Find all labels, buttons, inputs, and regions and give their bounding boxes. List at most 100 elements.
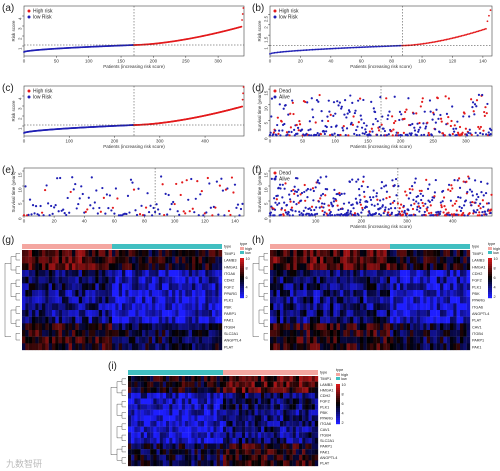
heatmap-cell: [159, 376, 163, 382]
heatmap-cell: [313, 256, 317, 264]
data-point: [99, 210, 102, 213]
heatmap-cell: [350, 330, 354, 337]
data-point: [404, 110, 407, 114]
heatmap-cell: [197, 387, 201, 394]
heatmap-cell: [55, 263, 59, 271]
heatmap-cell: [229, 437, 233, 444]
heatmap-cell: [242, 449, 246, 455]
heatmap-cell: [182, 310, 186, 317]
heatmap-cell: [302, 381, 306, 388]
type-bar-high: [22, 244, 112, 249]
heatmap-cell: [72, 290, 76, 297]
heatmap-cell: [105, 336, 109, 344]
heatmap-cell: [340, 283, 344, 291]
data-point: [334, 112, 337, 115]
heatmap-cell: [235, 376, 239, 382]
heatmap-cell: [65, 336, 69, 344]
heatmap-cell: [254, 454, 258, 461]
heatmap-cell: [140, 409, 144, 416]
legend-marker-high: [27, 89, 31, 93]
heatmap-cell: [423, 296, 427, 304]
heatmap-cell: [165, 310, 169, 317]
heatmap-cell: [131, 376, 135, 382]
data-point: [78, 197, 81, 200]
data-point: [299, 199, 303, 202]
scale-step: [488, 262, 492, 265]
data-point: [317, 134, 321, 137]
data-point: [343, 192, 346, 195]
heatmap-cell: [313, 316, 317, 324]
heatmap-cell: [128, 449, 132, 455]
heatmap-cell: [276, 343, 281, 351]
heatmap-cell: [286, 392, 290, 399]
heatmap-cell: [267, 432, 271, 439]
heatmap-cell: [466, 256, 471, 264]
heatmap-cell: [159, 443, 163, 450]
plot-frame-b: [269, 5, 493, 57]
data-point: [278, 183, 282, 186]
heatmap-cell: [296, 316, 301, 324]
heatmap-cell: [413, 276, 417, 284]
scale-step: [240, 290, 244, 293]
heatmap-cell: [162, 330, 166, 337]
heatmap-cell: [188, 421, 192, 427]
data-point: [337, 47, 340, 50]
heatmap-cell: [270, 270, 274, 277]
data-point: [412, 198, 415, 201]
heatmap-cell: [320, 330, 324, 337]
heatmap-cell: [446, 316, 451, 324]
heatmap-cell: [98, 250, 103, 257]
heatmap-cell: [82, 283, 86, 291]
heatmap-cell: [420, 256, 424, 264]
heatmap-cell: [270, 392, 274, 399]
heatmap-cell: [155, 323, 159, 331]
heatmap-cell: [308, 426, 312, 433]
data-point: [218, 184, 221, 187]
heatmap-cell: [185, 454, 189, 461]
data-point: [284, 104, 287, 107]
heatmap-cell: [463, 323, 467, 331]
data-point: [354, 46, 357, 49]
heatmap-cell: [245, 376, 249, 382]
heatmap-cell: [295, 449, 300, 455]
heatmap-cell: [305, 449, 309, 455]
data-point: [134, 209, 137, 212]
data-point: [471, 101, 475, 104]
heatmap-cell: [202, 330, 206, 337]
heatmap-cell: [396, 303, 401, 311]
heatmap-cell: [423, 263, 427, 271]
heatmap-cell: [148, 276, 153, 284]
heatmap-cell: [198, 276, 203, 284]
heatmap-cell: [299, 421, 303, 427]
data-point: [360, 211, 363, 214]
heatmap-cell: [366, 310, 371, 317]
heatmap-cell: [460, 256, 464, 264]
data-point: [390, 211, 394, 214]
heatmap-cell: [376, 303, 381, 311]
heatmap-cell: [204, 398, 208, 405]
data-point: [107, 207, 110, 210]
heatmap-cell: [456, 250, 461, 257]
heatmap-cell: [340, 336, 344, 344]
heatmap-cell: [162, 343, 166, 351]
data-point: [372, 123, 375, 126]
heatmap-cell: [406, 296, 411, 304]
y-axis-label: Risk score: [11, 100, 16, 122]
data-point: [282, 214, 285, 217]
heatmap-cell: [380, 310, 384, 317]
data-point: [292, 112, 295, 116]
data-point: [334, 47, 337, 50]
data-point: [442, 196, 446, 199]
heatmap-cell: [314, 443, 319, 450]
heatmap-cell: [273, 454, 277, 461]
data-point: [359, 114, 362, 117]
data-point: [398, 210, 401, 213]
heatmap-cell: [45, 303, 49, 311]
data-point: [312, 189, 315, 193]
data-point: [276, 51, 279, 54]
heatmap-cell: [426, 290, 431, 297]
heatmap-cell: [290, 343, 294, 351]
heatmap-cell: [102, 330, 106, 337]
heatmap-cell: [135, 270, 139, 277]
heatmap-cell: [242, 426, 246, 433]
